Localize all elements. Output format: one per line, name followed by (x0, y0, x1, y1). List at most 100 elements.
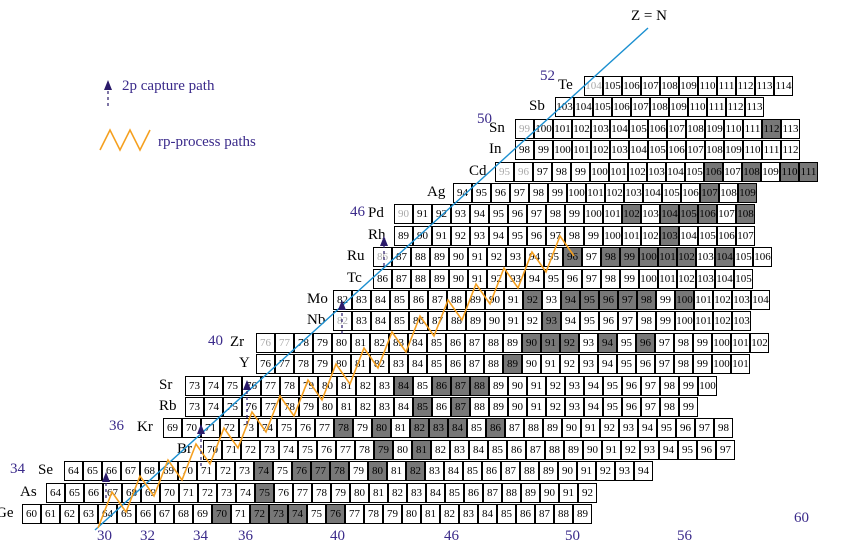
nuclide-cell: 103 (624, 183, 643, 203)
nuclide-cell: 77 (293, 482, 312, 503)
nuclide-cell: 99 (656, 311, 675, 332)
nuclide-cell: 74 (279, 439, 298, 460)
nuclide-cell: 103 (647, 161, 666, 182)
nuclide-cell: 112 (781, 140, 800, 161)
nuclide-cell: 96 (599, 311, 618, 332)
nuclide-cell: 108 (660, 76, 679, 96)
nuclide-cell: 104 (666, 161, 685, 182)
nuclide-cell: 98 (529, 183, 548, 203)
nuclide-cell: 80 (393, 439, 412, 460)
nuclide-cell: 65 (65, 482, 84, 503)
nuclide-cell: 71 (222, 439, 241, 460)
nuclide-cell: 71 (197, 461, 216, 482)
nuclide-cell: 78 (312, 482, 331, 503)
nuclide-cell: 79 (383, 504, 402, 524)
element-symbol-in: In (489, 141, 502, 158)
nuclide-cell: 94 (598, 354, 617, 375)
nuclide-cell: 94 (453, 183, 472, 203)
nuclide-cell: 96 (636, 354, 655, 375)
nuclide-cell: 102 (622, 204, 641, 225)
nuclide-cell: 103 (732, 290, 751, 310)
nuclide-cell: 96 (491, 183, 510, 203)
nuclide-cell: 93 (542, 290, 561, 310)
nuclide-cell: 61 (41, 504, 60, 524)
nuclide-cell: 95 (544, 247, 563, 268)
nuclide-cell: 86 (486, 418, 505, 439)
nuclide-cell: 96 (697, 439, 716, 460)
nuclide-cell: 76 (292, 461, 311, 482)
nuclide-cell: 96 (599, 290, 618, 310)
nuclide-cell: 104 (629, 140, 648, 161)
nuclide-cell: 83 (352, 290, 371, 310)
nuclide-cell: 79 (349, 461, 368, 482)
nuclide-cell: 93 (565, 397, 584, 417)
nuclide-cell: 90 (562, 418, 581, 439)
nuclide-cell: 108 (742, 161, 761, 182)
nuclide-cell: 78 (294, 354, 313, 375)
nuclide-cell: 110 (780, 161, 799, 182)
nuclide-cell: 76 (242, 375, 261, 396)
nuclide-cell: 82 (431, 439, 450, 460)
nuclide-cell: 85 (390, 311, 409, 332)
nuclide-cell: 68 (174, 504, 193, 524)
nuclide-cell: 96 (563, 247, 582, 268)
nuclide-cell: 100 (712, 354, 731, 375)
nuclide-cell: 93 (542, 311, 561, 332)
nuclide-cell: 100 (698, 375, 717, 396)
nuclide-cell: 92 (560, 332, 579, 353)
nuclide-cell: 97 (655, 332, 674, 353)
nuclide-cell: 90 (522, 332, 541, 353)
nuclide-cell: 107 (631, 97, 650, 118)
nuclide-cell: 85 (463, 461, 482, 482)
nuclide-cell: 98 (565, 225, 584, 246)
nuclide-cell: 101 (553, 118, 572, 139)
nuclide-cell: 71 (201, 418, 220, 439)
nuclide-cell: 95 (580, 290, 599, 310)
nuclide-cell: 86 (409, 311, 428, 332)
nuclide-cell: 70 (212, 504, 231, 524)
nuclide-cell: 93 (565, 375, 584, 396)
nuclide-cell: 112 (762, 118, 781, 139)
nuclide-cell: 102 (750, 332, 769, 353)
nuclide-cell: 93 (451, 204, 470, 225)
nuclide-cell: 78 (330, 461, 349, 482)
nuclide-cell: 71 (231, 504, 250, 524)
nuclide-cell: 79 (331, 482, 350, 503)
nuclide-cell: 89 (503, 354, 522, 375)
nuclide-cell: 86 (507, 439, 526, 460)
nuclide-cell: 92 (432, 204, 451, 225)
nuclide-cell: 106 (698, 204, 717, 225)
nuclide-cell: 87 (392, 247, 411, 268)
nuclide-cell: 87 (451, 397, 470, 417)
nuclide-cell: 81 (387, 461, 406, 482)
nuclide-cell: 93 (619, 418, 638, 439)
nuclide-cell: 98 (660, 397, 679, 417)
nuclide-cell: 98 (515, 140, 534, 161)
nuclide-cell: 88 (524, 418, 543, 439)
nuclide-cell: 91 (559, 482, 578, 503)
nuclide-cell: 109 (724, 140, 743, 161)
nuclide-cell: 82 (388, 482, 407, 503)
nuclide-cell: 74 (204, 397, 223, 417)
nuclide-cell: 105 (629, 118, 648, 139)
nuclide-cell: 78 (364, 504, 383, 524)
nuclide-cell: 84 (394, 397, 413, 417)
nuclide-cell: 93 (470, 225, 489, 246)
nuclide-cell: 85 (427, 332, 446, 353)
nuclide-cell: 88 (484, 354, 503, 375)
nuclide-cell: 93 (615, 461, 634, 482)
nuclide-cell: 75 (223, 397, 242, 417)
nuclide-cell: 104 (679, 225, 698, 246)
nuclide-cell: 102 (677, 268, 696, 289)
nuclide-cell: 86 (464, 482, 483, 503)
rp-path-legend-label: rp-process paths (158, 134, 256, 150)
nuclide-cell: 87 (392, 268, 411, 289)
nuclide-cell: 84 (394, 375, 413, 396)
nuclide-cell: 98 (637, 311, 656, 332)
nuclide-cell: 97 (655, 354, 674, 375)
nuclide-cell: 103 (641, 204, 660, 225)
nuclide-cell: 96 (636, 332, 655, 353)
nuclide-cell: 101 (731, 332, 750, 353)
nuclide-cell: 86 (482, 461, 501, 482)
nuclide-cell: 113 (745, 97, 764, 118)
